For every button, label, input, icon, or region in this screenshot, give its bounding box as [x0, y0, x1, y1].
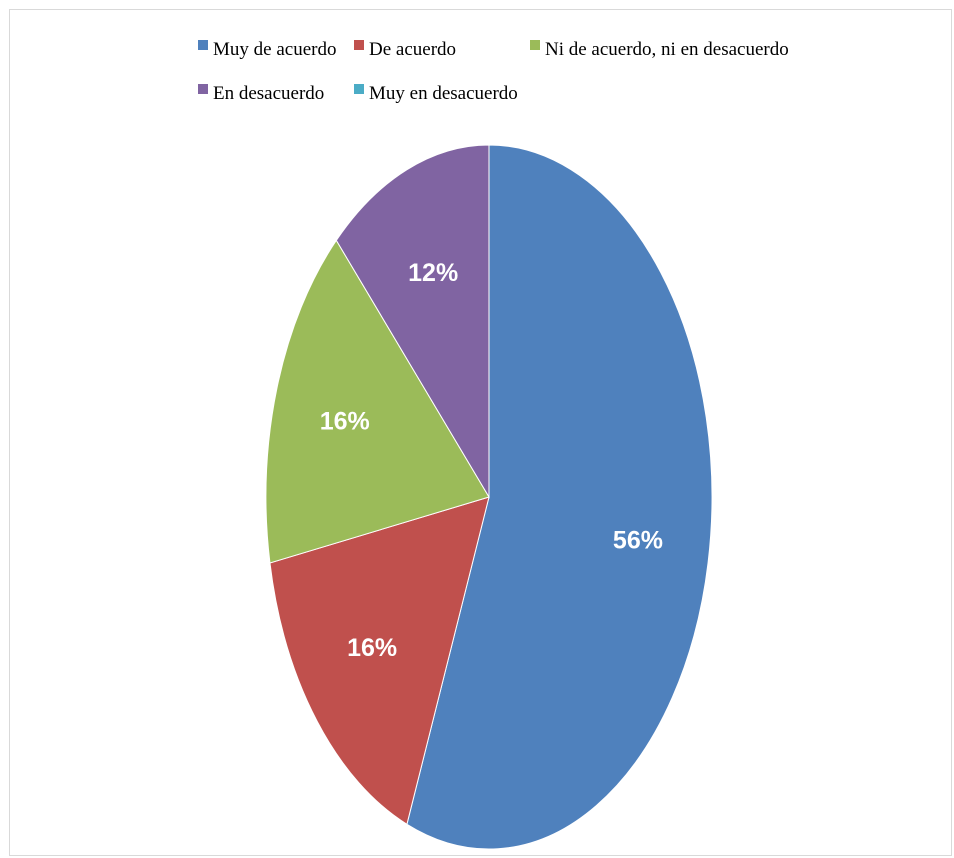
- pie-slices: [265, 144, 713, 850]
- legend-label: Ni de acuerdo, ni en desacuerdo: [545, 39, 789, 60]
- data-label-en-desacuerdo: 12%: [408, 259, 458, 287]
- pie-slice-de-acuerdo: [269, 496, 490, 826]
- legend-label: Muy de acuerdo: [213, 39, 336, 60]
- pie-slice-ni-de-acuerdo-ni-en-desacuerdo: [265, 239, 490, 564]
- legend-label: En desacuerdo: [213, 83, 324, 104]
- legend-item-muy-de-acuerdo: Muy de acuerdo: [198, 39, 336, 60]
- data-label-muy-de-acuerdo: 56%: [613, 526, 663, 554]
- legend-swatch: [198, 40, 208, 50]
- legend-item-muy-en-desacuerdo: Muy en desacuerdo: [354, 83, 518, 104]
- legend-item-en-desacuerdo: En desacuerdo: [198, 83, 324, 104]
- data-label-de-acuerdo: 16%: [347, 634, 397, 662]
- legend-item-ni-de-acuerdo-ni-en-desacuerdo: Ni de acuerdo, ni en desacuerdo: [530, 39, 789, 60]
- legend-swatch: [354, 84, 364, 94]
- legend: Muy de acuerdo De acuerdo Ni de acuerdo, n…: [198, 39, 789, 104]
- legend-label: Muy en desacuerdo: [369, 83, 518, 104]
- legend-swatch: [354, 40, 364, 50]
- pie-slice-en-desacuerdo: [335, 144, 490, 499]
- legend-swatch: [530, 40, 540, 50]
- pie-slice-muy-de-acuerdo: [406, 144, 713, 850]
- legend-swatch: [198, 84, 208, 94]
- data-label-ni-de-acuerdo-ni-en-desacuerdo: 16%: [320, 408, 370, 436]
- legend-label: De acuerdo: [369, 39, 456, 60]
- legend-item-de-acuerdo: De acuerdo: [354, 39, 456, 60]
- pie-data-labels: 56% 16% 16% 12%: [320, 259, 663, 662]
